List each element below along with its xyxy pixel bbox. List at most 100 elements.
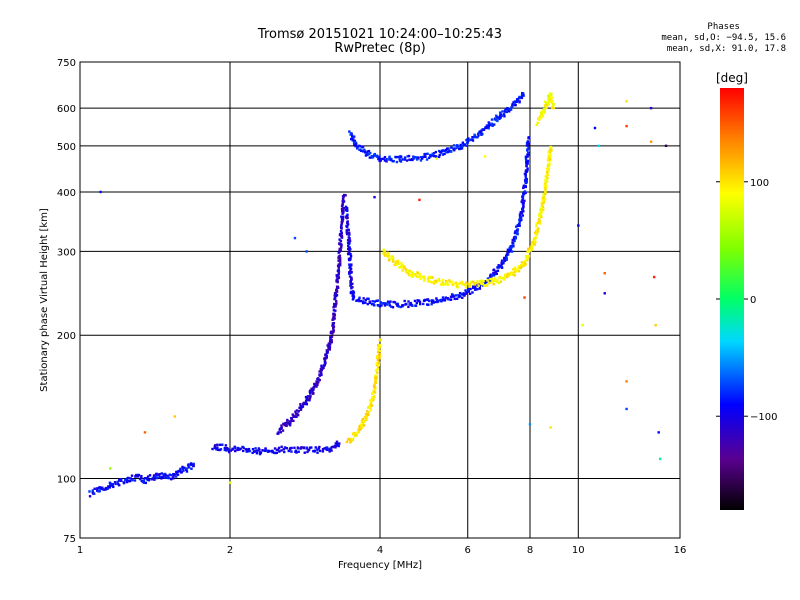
echo-point: [310, 446, 313, 449]
echo-point: [374, 375, 377, 379]
echo-point: [216, 448, 220, 452]
echo-point: [278, 450, 281, 453]
echo-point: [526, 169, 529, 172]
echo-point: [338, 247, 341, 251]
echo-point: [333, 297, 337, 300]
echo-point: [339, 263, 342, 267]
echo-point: [431, 299, 435, 302]
echo-point: [520, 200, 523, 203]
echo-point: [334, 442, 337, 445]
echo-point: [368, 301, 372, 305]
echo-point: [505, 110, 508, 113]
echo-point: [290, 417, 294, 421]
echo-point: [467, 290, 471, 293]
echo-point: [119, 478, 123, 481]
echo-point: [354, 141, 357, 144]
echo-point: [511, 238, 514, 242]
echo-point: [167, 476, 170, 480]
echo-point: [495, 118, 498, 121]
echo-point: [513, 239, 516, 243]
echo-point: [527, 254, 531, 258]
echo-point: [483, 155, 487, 158]
echo-point: [435, 297, 438, 300]
echo-point: [449, 295, 453, 298]
echo-point: [471, 285, 475, 288]
echo-point: [522, 94, 525, 97]
echo-point: [550, 93, 553, 97]
echo-point: [459, 143, 462, 147]
echo-point: [131, 479, 134, 482]
echo-point: [426, 278, 430, 281]
echo-point: [465, 281, 468, 284]
echo-point: [342, 215, 345, 218]
echo-point: [447, 147, 450, 150]
echo-point: [526, 259, 529, 262]
echo-point: [465, 144, 468, 147]
x-tick-label: 10: [572, 545, 585, 556]
echo-point: [372, 389, 375, 393]
y-tick-label: 750: [57, 58, 76, 69]
echo-point: [326, 446, 329, 450]
echo-point: [354, 143, 358, 146]
echo-point: [317, 447, 320, 450]
echo-point: [490, 276, 493, 279]
echo-point: [511, 271, 514, 274]
echo-point: [98, 486, 102, 489]
echo-point: [275, 448, 279, 452]
echo-point: [497, 264, 500, 267]
echo-point: [538, 218, 541, 221]
echo-point: [390, 255, 393, 258]
echo-point: [509, 245, 512, 248]
echo-point: [522, 192, 526, 195]
echo-point: [535, 123, 538, 127]
echo-point: [106, 487, 109, 490]
echo-point: [301, 403, 305, 406]
echo-point: [450, 146, 453, 149]
echo-point: [351, 136, 354, 139]
echo-point: [387, 253, 391, 256]
echo-point: [395, 160, 399, 164]
echo-point: [388, 155, 391, 158]
echo-point: [367, 152, 371, 156]
echo-point: [140, 474, 143, 478]
echo-point: [234, 447, 237, 450]
echo-point: [162, 476, 165, 479]
echo-point: [507, 108, 511, 111]
echo-point: [374, 379, 377, 382]
echo-point: [500, 262, 503, 266]
echo-point: [314, 383, 317, 386]
echo-point: [137, 473, 141, 477]
echo-point: [473, 133, 476, 137]
echo-point: [540, 211, 543, 214]
echo-point: [468, 292, 472, 296]
echo-point: [497, 265, 501, 268]
echo-point: [460, 147, 464, 150]
data-points: [88, 92, 668, 498]
echo-point: [487, 125, 491, 128]
phase-legend-heading: Phases: [707, 22, 740, 32]
echo-point: [216, 443, 219, 446]
echo-point: [524, 174, 527, 177]
echo-point: [399, 305, 402, 309]
echo-point: [312, 386, 316, 389]
echo-point: [287, 449, 290, 453]
echo-point: [443, 152, 446, 156]
echo-point: [603, 292, 606, 295]
echo-point: [457, 294, 460, 297]
echo-point: [375, 362, 378, 365]
echo-point: [386, 300, 390, 303]
echo-point: [376, 354, 379, 358]
echo-point: [331, 445, 334, 449]
echo-point: [261, 449, 264, 452]
echo-point: [368, 156, 372, 159]
echo-point: [496, 119, 499, 123]
echo-point: [512, 273, 515, 276]
echo-point: [364, 413, 368, 416]
echo-point: [433, 282, 436, 285]
echo-point: [258, 448, 261, 451]
echo-point: [479, 130, 483, 133]
echo-point: [254, 447, 257, 450]
echo-point: [361, 423, 364, 427]
echo-point: [481, 132, 484, 136]
echo-point: [365, 152, 368, 155]
